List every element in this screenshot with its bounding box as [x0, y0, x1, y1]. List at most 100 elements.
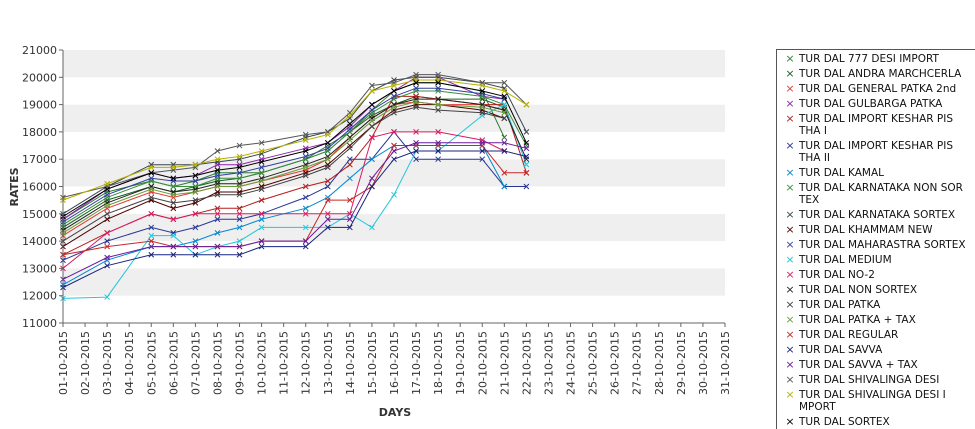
data-point: [435, 139, 441, 146]
legend-label: TUR DAL PATKA + TAX: [799, 314, 916, 326]
data-point: [391, 156, 397, 163]
data-point: [148, 186, 155, 193]
plot-band: [63, 104, 725, 132]
data-point: [435, 96, 441, 102]
data-point: [170, 216, 177, 223]
series-line: [62, 142, 527, 280]
y-axis-ticks: 11000 12000 13000 14000 15000 16000 17000 18000…: [22, 44, 63, 330]
data-point: [501, 134, 508, 141]
data-point: [369, 156, 375, 163]
legend-item: × TUR DAL PATKA + TAX: [777, 314, 975, 327]
data-point: [523, 145, 530, 152]
data-point: [501, 169, 508, 176]
legend-label: TUR DAL SHIVALINGA DESI: [799, 374, 940, 386]
data-point: [501, 183, 508, 190]
data-point: [192, 251, 199, 258]
data-point: [347, 161, 353, 168]
data-point: [148, 243, 155, 250]
series-line: [62, 98, 527, 231]
data-point: [170, 183, 177, 190]
data-point: [347, 112, 353, 119]
data-point: [258, 210, 265, 217]
data-point: [104, 191, 110, 198]
legend-label: TUR DAL IMPORT KESHAR PIS THA I: [799, 113, 954, 137]
data-point: [258, 178, 265, 184]
data-point: [302, 205, 309, 212]
data-point: [302, 153, 309, 160]
data-point: [214, 216, 221, 223]
x-tick-label: 17-10-2015: [410, 331, 423, 395]
data-point: [413, 129, 419, 135]
series-line: [62, 76, 527, 215]
x-tick-label: 30-10-2015: [697, 331, 710, 395]
data-point: [391, 109, 397, 116]
x-tick-label: 15-10-2015: [366, 331, 379, 395]
x-tick-label: 02-10-2015: [79, 331, 92, 395]
data-point: [523, 183, 530, 190]
x-tick-label: 07-10-2015: [189, 331, 202, 395]
x-tick-label: 13-10-2015: [322, 331, 335, 395]
data-point: [214, 172, 221, 179]
legend-item: × TUR DAL NO-2: [777, 269, 975, 282]
data-point: [192, 210, 199, 217]
legend-marker-icon: ×: [785, 358, 795, 371]
data-point: [214, 183, 221, 190]
legend-label: TUR DAL REGULAR: [799, 329, 899, 341]
data-point: [347, 197, 353, 204]
data-point: [413, 79, 419, 86]
data-point: [324, 139, 331, 146]
legend-marker-icon: ×: [785, 373, 795, 386]
series-group: [60, 79, 530, 220]
data-point: [148, 238, 155, 244]
legend-label: TUR DAL IMPORT KESHAR PIS THA II: [799, 140, 954, 164]
data-point: [258, 148, 265, 154]
data-point: [391, 82, 397, 89]
legend-label: TUR DAL SAVVA: [799, 344, 883, 356]
data-point: [170, 243, 177, 250]
data-point: [391, 104, 397, 111]
series-line: [62, 82, 527, 217]
data-point: [170, 251, 177, 258]
data-point: [104, 202, 110, 209]
data-point: [192, 224, 199, 231]
y-tick-label: 13000: [22, 262, 57, 275]
data-point: [435, 107, 441, 113]
x-tick-label: 28-10-2015: [653, 331, 666, 395]
data-point: [324, 210, 331, 217]
data-point: [214, 148, 221, 154]
legend-item: × TUR DAL SAVVA: [777, 344, 975, 357]
legend-item: × TUR DAL GULBARGA PATKA: [777, 97, 975, 111]
x-tick-label: 31-10-2015: [719, 331, 732, 395]
x-tick-label: 29-10-2015: [675, 331, 688, 395]
data-point: [170, 232, 177, 239]
data-point: [214, 191, 221, 198]
legend-item: × TUR DAL NON SORTEX: [777, 284, 975, 297]
data-point: [192, 197, 199, 204]
legend-item: × TUR DAL SHIVALINGA DESI I MPORT: [777, 388, 975, 414]
legend-label: TUR DAL NON SORTEX: [799, 284, 918, 296]
data-point: [258, 224, 265, 231]
data-point: [302, 183, 309, 190]
y-tick-label: 16000: [22, 181, 57, 194]
data-point: [104, 186, 110, 193]
data-point: [369, 224, 375, 231]
plot-band: [63, 186, 725, 214]
x-tick-label: 09-10-2015: [234, 331, 247, 395]
data-point: [170, 205, 177, 212]
data-point: [324, 156, 331, 163]
data-point: [435, 85, 441, 92]
legend-item: × TUR DAL SAVVA + TAX: [777, 358, 975, 372]
legend-marker-icon: ×: [785, 238, 795, 251]
legend-marker-icon: ×: [785, 388, 795, 401]
legend-marker-icon: ×: [785, 97, 795, 110]
data-point: [369, 123, 375, 130]
plot-band: [63, 159, 725, 187]
data-point: [148, 251, 155, 258]
data-point: [479, 82, 486, 89]
data-point: [324, 164, 331, 171]
x-tick-label: 03-10-2015: [101, 331, 114, 395]
legend-marker-icon: ×: [785, 328, 795, 341]
legend-marker-icon: ×: [785, 139, 795, 152]
legend-label: TUR DAL KAMAL: [799, 167, 884, 179]
y-tick-label: 20000: [22, 71, 57, 84]
